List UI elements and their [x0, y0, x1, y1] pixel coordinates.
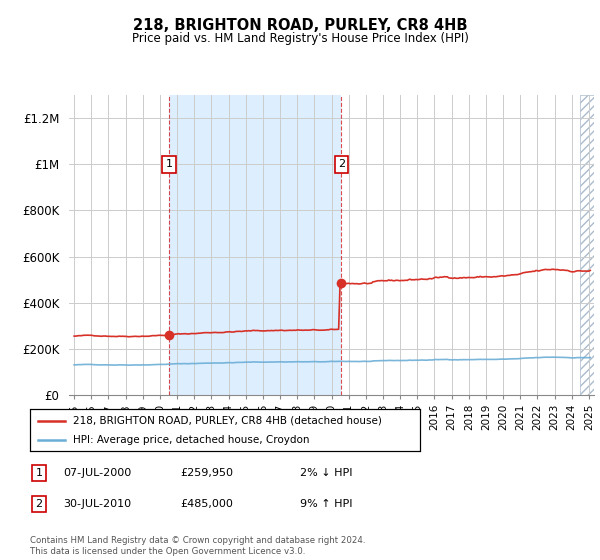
Text: 218, BRIGHTON ROAD, PURLEY, CR8 4HB: 218, BRIGHTON ROAD, PURLEY, CR8 4HB	[133, 18, 467, 33]
Text: 30-JUL-2010: 30-JUL-2010	[63, 499, 131, 509]
Text: £485,000: £485,000	[180, 499, 233, 509]
Bar	[580, 95, 594, 395]
Text: HPI: Average price, detached house, Croydon: HPI: Average price, detached house, Croy…	[73, 435, 310, 445]
Text: 07-JUL-2000: 07-JUL-2000	[63, 468, 131, 478]
Text: Price paid vs. HM Land Registry's House Price Index (HPI): Price paid vs. HM Land Registry's House …	[131, 32, 469, 45]
Text: £259,950: £259,950	[180, 468, 233, 478]
Text: 1: 1	[35, 468, 43, 478]
Bar	[169, 95, 341, 395]
Text: 218, BRIGHTON ROAD, PURLEY, CR8 4HB (detached house): 218, BRIGHTON ROAD, PURLEY, CR8 4HB (det…	[73, 416, 382, 426]
Text: 9% ↑ HPI: 9% ↑ HPI	[300, 499, 353, 509]
Text: 2% ↓ HPI: 2% ↓ HPI	[300, 468, 353, 478]
Text: Contains HM Land Registry data © Crown copyright and database right 2024.
This d: Contains HM Land Registry data © Crown c…	[30, 536, 365, 556]
Text: 1: 1	[166, 160, 173, 169]
Text: 2: 2	[338, 160, 345, 169]
Text: 2: 2	[35, 499, 43, 509]
